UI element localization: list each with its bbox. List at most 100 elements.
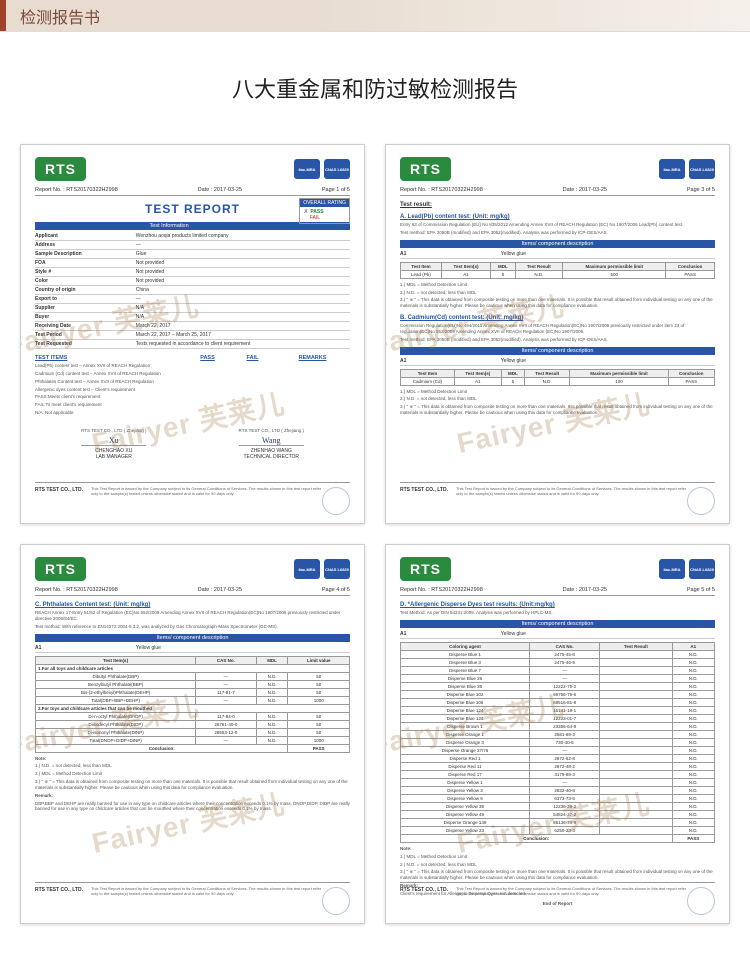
note: 1.) N.D. = not detected, less than MDL (35, 763, 350, 769)
cell: 730-40-5 (530, 738, 600, 746)
table-row: Total(DNOP+DIDP+DINP)—N.D.1000 (36, 736, 350, 744)
cell: 2475-45-8 (530, 650, 600, 658)
test-item: Allergenic dyes content test – Client's … (35, 387, 350, 393)
info-row: Receiving DateMarch 22, 2017 (35, 322, 350, 331)
conclusion-value: PASS (288, 744, 350, 752)
report-no: RTS20170322H2998 (66, 587, 118, 593)
comp-desc: Yellow glue (501, 631, 715, 637)
sig1-signature: Xu (81, 436, 146, 446)
table-row: Disperse Orange 12581-69-3N.D. (401, 730, 715, 738)
note: 3.) " ※ " = This data is obtained from c… (400, 297, 715, 309)
header-title: 检测报告书 (6, 0, 114, 31)
cell (600, 674, 672, 682)
cell (600, 778, 672, 786)
cell: N.D. (515, 270, 563, 278)
cell: Cadmium (Cd) (401, 377, 455, 385)
table-row: Disperse Orange 37/76—N.D. (401, 746, 715, 754)
cell: 6250-23-3 (530, 826, 600, 834)
report-footer: RTS TEST CO., LTD. This Test Report is i… (35, 882, 350, 915)
comp-desc-b: Yellow glue (501, 358, 715, 364)
table-row: Disperse Brown 123355-64-8N.D. (401, 722, 715, 730)
cell: MDL (491, 262, 515, 270)
table-row: Disperse Orange 14985136-74-9N.D. (401, 818, 715, 826)
cell: 12222-75-2 (530, 682, 600, 690)
info-value: March 22, 2017 – March 25, 2017 (136, 332, 350, 338)
test-item: Cadmium (Cd) content test – Annex XVII o… (35, 371, 350, 377)
info-row: Style #Not provided (35, 268, 350, 277)
cell: N.D. (672, 714, 714, 722)
reports-grid: Fairyer 芙莱儿 Fairyer 芙莱儿 RTS ilac-MRA CNA… (0, 144, 750, 954)
note: 1.) MDL = Method Detection Limit (400, 389, 715, 395)
cell: — (196, 736, 256, 744)
cell: N.D. (672, 794, 714, 802)
cell: Diisodecyl Phthalate(DIDP) (36, 720, 196, 728)
group-title: 2.For toys and childcare articles that c… (36, 704, 350, 712)
table-row: Disperse Blue 7—N.D. (401, 666, 715, 674)
pass-note: PASS:Meets client's requirement (35, 394, 350, 400)
cell: N.D. (672, 690, 714, 698)
lead-section-title: A. Lead(Pb) content test: (Unit: mg/kg) (400, 214, 715, 220)
footer-disclaimer: This Test Report is issued by the Compan… (91, 887, 322, 897)
cell: Disperse Blue 3 (401, 658, 530, 666)
cell: Disperse Blue 7 (401, 666, 530, 674)
cell (600, 762, 672, 770)
cell (600, 690, 672, 698)
cell: 3179-89-3 (530, 770, 600, 778)
cell (600, 682, 672, 690)
cell: 50 (288, 728, 350, 736)
ti-head-pass: PASS (185, 355, 230, 361)
table-row: Disperse Blue 3512222-75-2N.D. (401, 682, 715, 690)
cell: 85136-74-9 (530, 818, 600, 826)
cell: 2872-52-8 (530, 754, 600, 762)
note: 2.) MDL = Method Detection Limit (35, 771, 350, 777)
cell: A1 (672, 642, 714, 650)
cell: N.D. (672, 754, 714, 762)
report-date: 2017-03-25 (579, 187, 607, 193)
report-no-label: Report No. : (400, 587, 430, 593)
table-row: Disperse Orange 3730-40-5N.D. (401, 738, 715, 746)
cell: Total(DBP+BBP+DEHP) (36, 696, 196, 704)
cell: 50 (288, 688, 350, 696)
table-row: Disperse Yellow 4954824-37-2N.D. (401, 810, 715, 818)
table-row: Disperse Blue 26—N.D. (401, 674, 715, 682)
info-value: — (136, 296, 350, 302)
component-bar-b: Items/ component description (400, 347, 715, 355)
info-row: BuyerN/A (35, 313, 350, 322)
group-title: 1.For all toys and childcare articles (36, 664, 350, 672)
cell: 12223-01-7 (530, 714, 600, 722)
cell: 28553-12-0 (196, 728, 256, 736)
note: 2.) N.D. = not detected, less than MDL (400, 396, 715, 402)
cell: Test Item (401, 369, 455, 377)
ti-head-items: TEST ITEMS (35, 355, 185, 361)
ti-head-remarks: REMARKS (275, 355, 350, 361)
conclusion-row: Conclusion:PASS (401, 834, 715, 842)
rating-title: OVERALL RATING (300, 199, 349, 207)
comp-desc: Yellow glue (136, 645, 350, 651)
sig1-role: LAB MANAGER (81, 454, 146, 460)
cell: Di-isononyl Phthalate(DINP) (36, 728, 196, 736)
report-no-label: Report No. : (400, 187, 430, 193)
component-bar: Items/ component description (400, 240, 715, 248)
cell (600, 650, 672, 658)
stamp-icon (687, 487, 715, 515)
note: 2.) N.D. = not detected, less than MDL (400, 862, 715, 868)
cell: 5 (491, 270, 515, 278)
info-label: Buyer (35, 314, 136, 320)
report-page-4: Fairyer 芙莱儿 Fairyer 芙莱儿 RTS ilac-MRACNAS… (20, 544, 365, 924)
cell: N.D. (256, 672, 288, 680)
cell: MDL (501, 369, 524, 377)
footer-disclaimer: This Test Report is issued by the Compan… (456, 487, 687, 497)
cell: — (196, 672, 256, 680)
cell: N.D. (672, 666, 714, 674)
section-header: 检测报告书 (0, 0, 750, 32)
cell: 15141-18-1 (530, 706, 600, 714)
cell (600, 810, 672, 818)
cell: Disperse Blue 26 (401, 674, 530, 682)
info-label: Receiving Date (35, 323, 136, 329)
info-label: Export to (35, 296, 136, 302)
ilac-badge: ilac-MRA (294, 159, 320, 179)
cell: — (196, 696, 256, 704)
footer-company: RTS TEST CO., LTD. (35, 487, 83, 493)
cell: 50 (288, 672, 350, 680)
cell: Disperse Orange 149 (401, 818, 530, 826)
